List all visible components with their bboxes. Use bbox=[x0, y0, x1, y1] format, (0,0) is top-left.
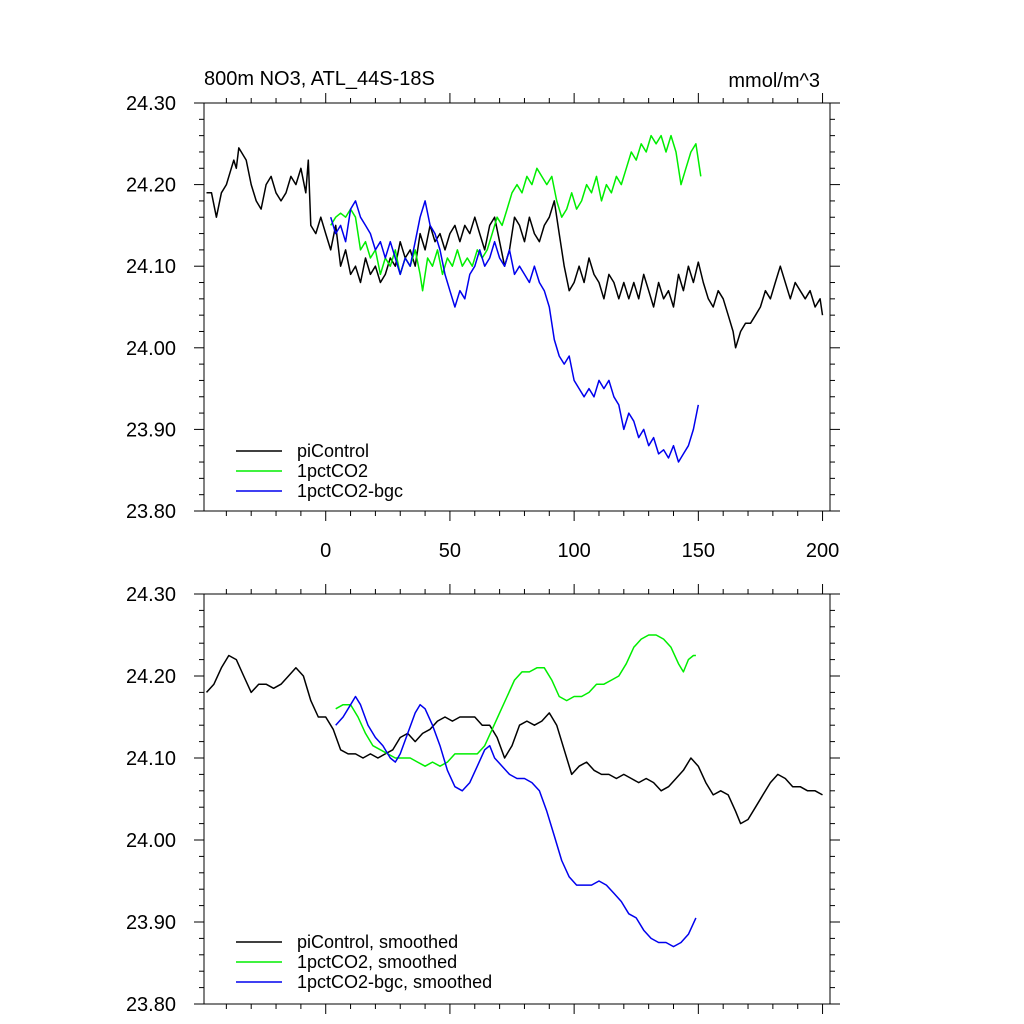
bottom-y-tick-label: 24.20 bbox=[126, 666, 176, 688]
top-y-tick-label: 24.00 bbox=[126, 338, 176, 360]
bottom-y-tick-label: 24.00 bbox=[126, 830, 176, 852]
top-series-line-1 bbox=[206, 147, 824, 349]
bottom-y-tick-labels: 24.30 24.20 24.10 24.00 23.90 23.80 bbox=[126, 584, 176, 1016]
top-x-tick-label: 150 bbox=[682, 540, 715, 562]
top-panel: 800m NO3, ATL_44S-18S mmol/m^3 24.30 24.… bbox=[126, 68, 839, 562]
bottom-series-line-2 bbox=[335, 634, 696, 767]
bottom-series-line-1 bbox=[205, 654, 823, 825]
top-x-tick-label: 100 bbox=[557, 540, 590, 562]
bottom-panel: 24.30 24.20 24.10 24.00 23.90 23.80 piCo… bbox=[126, 584, 492, 1016]
top-x-tick-label: 50 bbox=[439, 540, 461, 562]
top-plot-frame bbox=[203, 102, 831, 512]
legend-entry-label: 1pctCO2 bbox=[297, 461, 368, 481]
top-series-line-2 bbox=[330, 134, 702, 292]
top-y-tick-label: 24.20 bbox=[126, 175, 176, 197]
top-x-tick-label: 200 bbox=[806, 540, 839, 562]
top-y-tick-label: 23.90 bbox=[126, 419, 176, 441]
legend-entry-label: 1pctCO2-bgc bbox=[297, 481, 403, 501]
top-x-tick-label: 0 bbox=[320, 540, 331, 562]
top-chart-title: 800m NO3, ATL_44S-18S bbox=[204, 68, 435, 90]
top-chart-units: mmol/m^3 bbox=[728, 70, 820, 92]
legend-entry-label: piControl bbox=[297, 441, 369, 461]
bottom-y-tick-label: 24.30 bbox=[126, 584, 176, 606]
top-plot-area bbox=[194, 93, 840, 521]
bottom-y-tick-label: 23.80 bbox=[126, 994, 176, 1016]
top-y-tick-labels: 24.30 24.20 24.10 24.00 23.90 23.80 bbox=[126, 93, 176, 523]
top-y-tick-label: 23.80 bbox=[126, 501, 176, 523]
bottom-plot-area bbox=[194, 584, 840, 1014]
top-legend: piControl 1pctCO2 1pctCO2-bgc bbox=[297, 441, 403, 501]
bottom-series-line-3 bbox=[335, 695, 697, 948]
top-x-tick-labels: 0 50 100 150 200 bbox=[320, 540, 839, 562]
bottom-y-tick-label: 23.90 bbox=[126, 912, 176, 934]
top-y-tick-label: 24.30 bbox=[126, 93, 176, 115]
bottom-plot-frame bbox=[203, 593, 831, 1005]
legend-entry-label: 1pctCO2, smoothed bbox=[297, 952, 457, 972]
legend-entry-label: piControl, smoothed bbox=[297, 932, 458, 952]
legend-entry-label: 1pctCO2-bgc, smoothed bbox=[297, 972, 492, 992]
top-series-line-3 bbox=[329, 200, 700, 463]
bottom-legend: piControl, smoothed 1pctCO2, smoothed 1p… bbox=[297, 932, 492, 992]
bottom-y-tick-label: 24.10 bbox=[126, 748, 176, 770]
top-y-tick-label: 24.10 bbox=[126, 256, 176, 278]
